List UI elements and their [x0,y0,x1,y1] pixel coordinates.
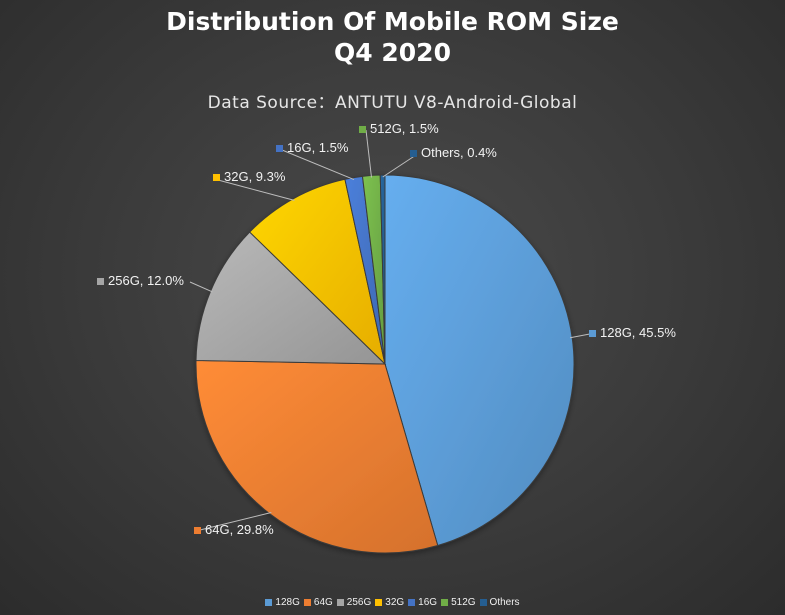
leader-line-32g [217,179,295,201]
legend-label: 512G [451,597,476,608]
data-label-256g: 256G, 12.0% [108,273,184,288]
legend-item-16g: 16G [408,597,437,608]
legend-swatch [441,599,449,606]
chart-title-period: Q4 2020 [334,38,451,67]
legend-item-512g: 512G [441,597,476,608]
legend-label: 128G [275,597,300,608]
data-label-64g: 64G, 29.8% [205,522,274,537]
leader-line-others [382,154,417,178]
legend-label: 16G [418,597,438,608]
legend-swatch [303,599,311,606]
chart-legend: 128G 64G 256G 32G 16G 512G Others [0,597,785,608]
legend-swatch [265,599,273,606]
data-label-swatch-16g [276,145,283,152]
legend-item-32g: 32G [375,597,404,608]
legend-label: 64G [313,597,333,608]
leader-line-64g [199,512,272,531]
leader-line-16g [281,149,355,181]
data-label-swatch-others [410,150,417,157]
legend-item-others: Others [479,597,520,608]
legend-label: 32G [385,597,405,608]
pie-slice-64g [195,359,439,554]
data-label-swatch-128g [589,330,596,337]
data-label-16g: 16G, 1.5% [287,140,349,155]
leader-line-512g [365,129,372,178]
data-label-swatch-64g [194,527,201,534]
leader-line-256g [189,281,213,293]
data-label-128g: 128G, 45.5% [600,325,676,340]
chart-title: Distribution Of Mobile ROM Size [166,7,619,36]
data-label-others: Others, 0.4% [421,145,497,160]
legend-label: Others [489,597,520,608]
data-label-32g: 32G, 9.3% [224,169,286,184]
pie-slice-32g [248,178,386,366]
legend-item-256g: 256G [336,597,372,608]
legend-label: 256G [346,597,372,608]
data-label-swatch-512g [359,126,366,133]
data-label-swatch-256g [97,278,104,285]
legend-item-64g: 64G [303,597,333,608]
legend-swatch [336,599,344,606]
data-label-512g: 512G, 1.5% [370,121,439,136]
legend-swatch [479,599,487,606]
chart-subtitle: Data Source：ANTUTU V8-Android-Global [207,93,578,113]
legend-swatch [408,599,416,606]
legend-swatch [375,599,383,606]
legend-item-128g: 128G [265,597,300,608]
data-label-swatch-32g [213,174,220,181]
